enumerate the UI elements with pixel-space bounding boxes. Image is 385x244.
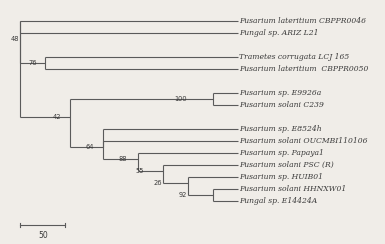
- Text: Fusarium solani C239: Fusarium solani C239: [239, 101, 324, 109]
- Text: Fungal sp. ARIZ L21: Fungal sp. ARIZ L21: [239, 29, 319, 37]
- Text: 48: 48: [10, 36, 19, 42]
- Text: Fusarium lateritium CBPPR0046: Fusarium lateritium CBPPR0046: [239, 17, 366, 25]
- Text: Fusarium sp. E9926a: Fusarium sp. E9926a: [239, 89, 321, 97]
- Text: 100: 100: [174, 96, 187, 102]
- Text: Fungal sp. E14424A: Fungal sp. E14424A: [239, 197, 317, 205]
- Text: Fusarium lateritium  CBPPR0050: Fusarium lateritium CBPPR0050: [239, 65, 368, 73]
- Text: 55: 55: [136, 168, 144, 174]
- Text: 76: 76: [28, 60, 37, 66]
- Text: 64: 64: [85, 144, 94, 150]
- Text: 92: 92: [178, 192, 187, 198]
- Text: 26: 26: [153, 180, 162, 186]
- Text: 88: 88: [118, 156, 127, 162]
- Text: 42: 42: [53, 114, 62, 120]
- Text: Fusarium sp. Papaya1: Fusarium sp. Papaya1: [239, 149, 324, 157]
- Text: Fusarium solani PSC (R): Fusarium solani PSC (R): [239, 161, 334, 169]
- Text: Fusarium sp. E8524h: Fusarium sp. E8524h: [239, 125, 322, 133]
- Text: Trametes corrugata LCJ 165: Trametes corrugata LCJ 165: [239, 53, 349, 61]
- Text: Fusarium solani OUCMBI110106: Fusarium solani OUCMBI110106: [239, 137, 368, 145]
- Text: 50: 50: [38, 231, 48, 240]
- Text: Fusarium sp. HUIB01: Fusarium sp. HUIB01: [239, 173, 323, 181]
- Text: Fusarium solani HHNXW01: Fusarium solani HHNXW01: [239, 185, 346, 193]
